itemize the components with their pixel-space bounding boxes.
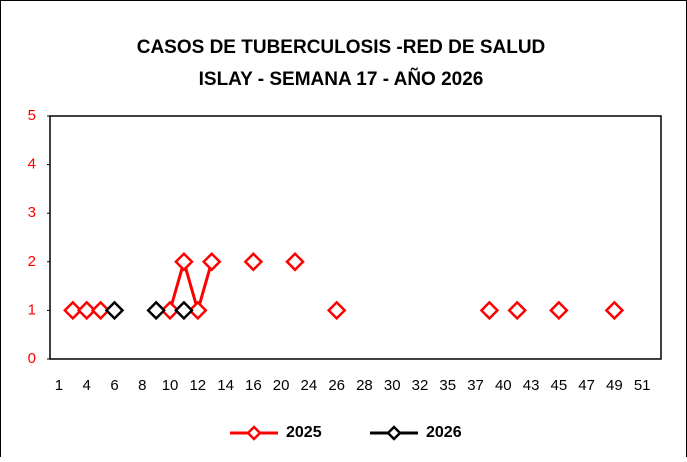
y-tick-label: 3 — [28, 204, 36, 221]
y-tick-label: 0 — [28, 350, 36, 367]
x-tick-label: 49 — [606, 377, 623, 394]
data-point — [507, 300, 527, 321]
x-tick-label: 4 — [83, 377, 91, 394]
x-tick-label: 45 — [551, 377, 568, 394]
x-tick-label: 51 — [634, 377, 651, 394]
data-point — [104, 300, 125, 321]
x-tick-label: 37 — [467, 377, 484, 394]
chart-subtitle: ISLAY - SEMANA 17 - AÑO 2026 — [199, 68, 484, 90]
chart-title: CASOS DE TUBERCULOSIS -RED DE SALUD — [137, 37, 546, 58]
x-tick-label: 30 — [384, 377, 401, 394]
data-point — [90, 300, 111, 321]
y-tick-label: 4 — [28, 156, 36, 173]
x-tick-label: 35 — [439, 377, 456, 394]
x-tick-label: 14 — [217, 377, 234, 394]
data-point — [604, 300, 625, 321]
x-tick-label: 24 — [301, 377, 318, 394]
x-tick-label: 40 — [495, 377, 512, 394]
x-tick-label: 32 — [412, 377, 429, 394]
legend-marker — [246, 425, 262, 441]
x-tick-label: 8 — [138, 377, 146, 394]
data-point — [326, 300, 347, 321]
data-point — [160, 300, 180, 321]
legend-marker — [386, 425, 402, 441]
data-point — [549, 300, 569, 321]
data-point — [243, 252, 264, 272]
y-tick-label: 1 — [28, 301, 36, 318]
data-point — [63, 300, 83, 321]
y-tick-label: 2 — [28, 253, 36, 270]
data-point — [76, 300, 97, 321]
x-tick-label: 20 — [273, 377, 290, 394]
x-tick-label: 12 — [189, 377, 206, 394]
x-tick-label: 28 — [356, 377, 373, 394]
data-point — [479, 300, 500, 321]
data-point — [174, 252, 194, 272]
legend-label: 2026 — [426, 424, 462, 441]
x-tick-label: 43 — [523, 377, 540, 394]
data-point — [188, 300, 208, 321]
x-tick-label: 6 — [110, 377, 118, 394]
y-tick-label: 5 — [28, 107, 36, 124]
x-tick-label: 1 — [55, 377, 63, 394]
x-tick-label: 10 — [162, 377, 179, 394]
data-point — [146, 300, 166, 321]
x-tick-label: 26 — [328, 377, 345, 394]
legend-label: 2025 — [286, 424, 322, 441]
data-point — [174, 300, 194, 321]
data-point — [201, 252, 222, 272]
data-point — [285, 252, 305, 272]
plot-area — [49, 115, 662, 360]
x-tick-label: 16 — [245, 377, 262, 394]
x-tick-label: 47 — [578, 377, 595, 394]
